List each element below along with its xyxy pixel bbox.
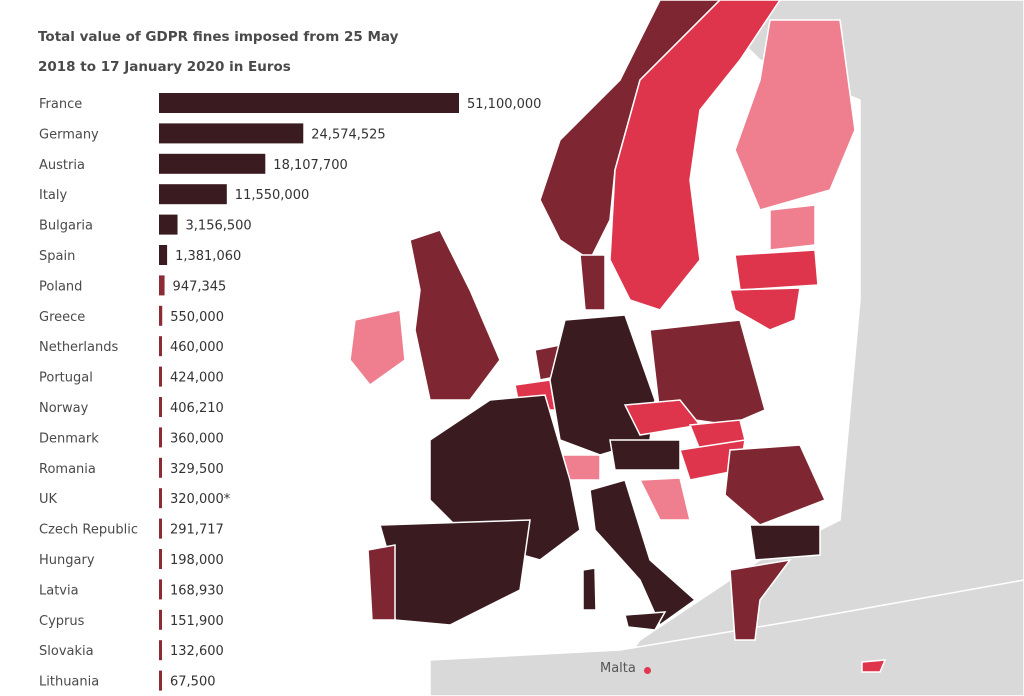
bar-romania [159,457,162,478]
map-region-latvia [734,249,819,291]
map-region-estonia [769,204,816,251]
value-label-lithuania: 67,500 [170,675,216,690]
category-label-lithuania: Lithuania [39,675,99,690]
category-label-austria: Austria [39,158,85,173]
malta-label: Malta [600,661,636,676]
bar-italy [159,184,227,205]
malta-marker [644,667,651,674]
value-label-uk: 320,000* [170,492,231,507]
map-region-italy [589,479,697,627]
value-label-cyprus: 151,900 [170,614,224,629]
category-label-netherlands: Netherlands [39,340,118,355]
value-label-romania: 329,500 [170,462,224,477]
value-label-austria: 18,107,700 [273,158,347,173]
bar-latvia [159,579,162,600]
chart-title: Total value of GDPR fines imposed from 2… [38,29,399,75]
value-label-germany: 24,574,525 [311,127,385,142]
category-label-denmark: Denmark [39,431,99,446]
value-label-latvia: 168,930 [170,583,224,598]
bar-czech-republic [159,518,162,539]
map-region-france [429,394,581,561]
bar-cyprus [159,609,162,630]
category-label-hungary: Hungary [39,553,95,568]
category-label-cyprus: Cyprus [39,614,85,629]
map-region-portugal [367,544,396,621]
map-region-ireland [349,309,406,387]
map-region-sweden [609,0,781,311]
category-label-romania: Romania [39,462,96,477]
bar-lithuania [159,670,162,691]
category-label-spain: Spain [39,249,75,264]
map-region-finland [734,19,856,211]
map-region-lithuania [729,287,801,331]
value-label-slovakia: 132,600 [170,644,224,659]
bar-uk [159,488,162,509]
bar-bulgaria [159,214,178,235]
map-region-uk [409,229,501,401]
category-label-italy: Italy [39,188,68,203]
bar-germany [159,123,304,144]
bar-austria [159,153,266,174]
bar-denmark [159,427,162,448]
bar-portugal [159,366,162,387]
bar-netherlands [159,336,162,357]
map-region-austria [609,439,681,471]
map-region-croatia [638,477,691,521]
value-label-netherlands: 460,000 [170,340,224,355]
value-label-norway: 406,210 [170,401,224,416]
map-region-romania [724,444,827,526]
category-label-uk: UK [39,492,58,507]
category-label-portugal: Portugal [39,371,93,386]
map-region-bulgaria [749,524,821,561]
bar-poland [159,275,165,296]
category-label-slovakia: Slovakia [39,644,94,659]
map-region-greece [729,558,792,641]
category-label-france: France [39,97,82,112]
category-label-greece: Greece [39,310,85,325]
value-label-bulgaria: 3,156,500 [186,219,252,234]
value-label-hungary: 198,000 [170,553,224,568]
category-label-poland: Poland [39,279,82,294]
category-label-germany: Germany [39,127,99,142]
map-region-sicily [624,611,667,631]
value-label-greece: 550,000 [170,310,224,325]
bar-slovakia [159,640,162,661]
value-label-czech-republic: 291,717 [170,523,224,538]
value-label-france: 51,100,000 [467,97,541,112]
value-label-spain: 1,381,060 [175,249,241,264]
category-label-bulgaria: Bulgaria [39,219,93,234]
value-label-italy: 11,550,000 [235,188,309,203]
map-region-denmark [579,254,606,311]
value-label-poland: 947,345 [173,279,227,294]
map-region-cyprus [861,659,887,673]
bar-hungary [159,549,162,569]
map-region-poland [649,319,766,426]
bar-chart: France 51,100,000 Germany 24,574,525 Austria… [39,93,541,691]
value-label-denmark: 360,000 [170,431,224,446]
category-label-norway: Norway [39,401,89,416]
map-region-sardinia [582,567,597,611]
bar-france [159,93,459,113]
bar-greece [159,305,163,326]
value-label-portugal: 424,000 [170,371,224,386]
category-label-latvia: Latvia [39,583,79,598]
bar-norway [159,397,162,417]
bar-spain [159,245,168,265]
category-label-czech-republic: Czech Republic [39,523,138,538]
